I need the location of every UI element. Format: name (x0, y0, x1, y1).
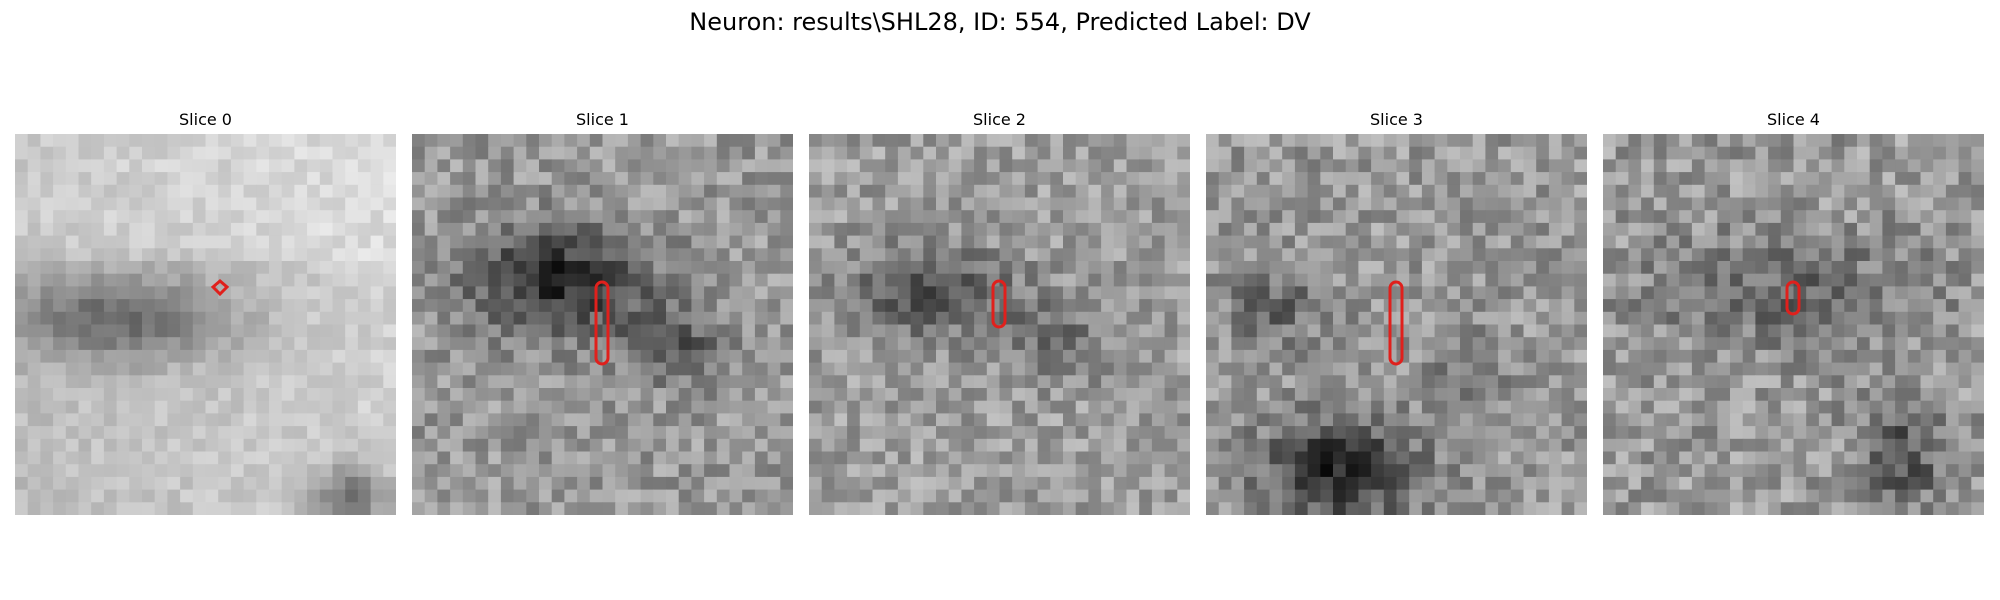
slice-image-1 (412, 134, 793, 515)
slice-title-4: Slice 4 (1767, 110, 1820, 129)
slice-image-3 (1206, 134, 1587, 515)
slice-pixels-1 (412, 134, 793, 515)
slice-pixels-4 (1603, 134, 1984, 515)
slice-image-0 (15, 134, 396, 515)
roi-contour-0 (210, 279, 230, 297)
slice-title-3: Slice 3 (1370, 110, 1423, 129)
slice-panel-2: Slice 2 (809, 110, 1190, 518)
slice-pixels-0 (15, 134, 396, 515)
roi-contour-3 (1388, 280, 1404, 366)
slice-panel-4: Slice 4 (1603, 110, 1984, 518)
slice-title-1: Slice 1 (576, 110, 629, 129)
roi-contour-1 (594, 280, 610, 366)
slice-image-2 (809, 134, 1190, 515)
slice-pixels-2 (809, 134, 1190, 515)
slice-image-4 (1603, 134, 1984, 515)
figure-title: Neuron: results\SHL28, ID: 554, Predicte… (689, 8, 1311, 36)
slice-panel-1: Slice 1 (412, 110, 793, 518)
slice-panel-3: Slice 3 (1206, 110, 1587, 518)
roi-contour-2 (991, 279, 1007, 329)
slice-title-0: Slice 0 (179, 110, 232, 129)
roi-contour-4 (1785, 280, 1801, 316)
slice-title-2: Slice 2 (973, 110, 1026, 129)
slice-pixels-3 (1206, 134, 1587, 515)
slice-panel-0: Slice 0 (15, 110, 396, 518)
